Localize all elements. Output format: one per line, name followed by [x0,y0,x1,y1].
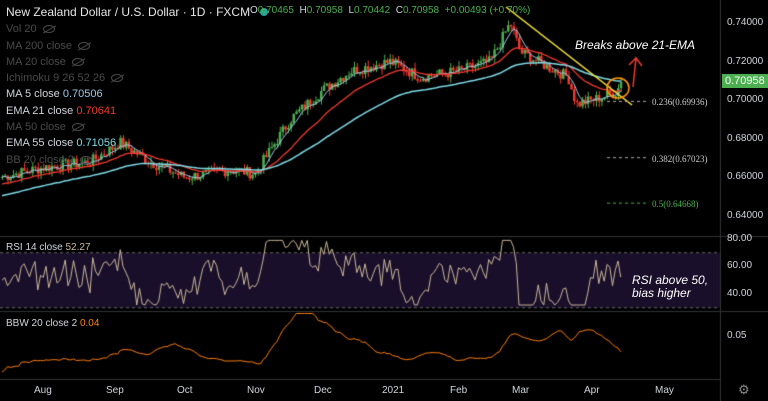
hidden-eye-icon[interactable] [79,155,92,164]
bbw-axis-005: 0.05 [727,330,747,341]
ohlc-L: L0.70442 [348,5,391,16]
ohlc-values: O0.70465 H0.70958 L0.70442 C0.70958 +0.0… [250,5,536,16]
indicator-bb-20-close-2[interactable]: BB 20 close 2 [6,152,274,168]
price-axis-label: 0.74000 [727,17,764,28]
time-axis-label: Sep [106,385,124,396]
rsi-legend: RSI 14 close 52.27 [6,242,91,253]
indicator-vol-20[interactable]: Vol 20 [6,21,274,37]
symbol-title: New Zealand Dollar / U.S. Dollar · 1D · … [6,5,251,19]
rsi-annotation-1: RSI above 50, [632,273,709,287]
ohlc-change: +0.00493 (+0.70%) [444,5,531,16]
bbw-legend: BBW 20 close 2 0.04 [6,318,100,329]
indicator-ma-50-close[interactable]: MA 50 close [6,119,274,135]
market-status-icon [260,8,269,16]
indicator-ma-20-close[interactable]: MA 20 close [6,54,274,70]
legend: New Zealand Dollar / U.S. Dollar · 1D · … [6,4,274,168]
hidden-eye-icon[interactable] [42,25,55,34]
time-axis-label: Mar [512,385,530,396]
price-axis-label: 0.64000 [727,210,764,221]
time-axis-label: 2021 [382,385,405,396]
rsi-axis-60: 60.00 [727,260,753,271]
hidden-eye-icon[interactable] [78,41,91,50]
time-axis-label: Dec [314,385,332,396]
ohlc-H: H0.70958 [299,5,343,16]
indicator-ma-5-close[interactable]: MA 5 close 0.70506 [6,88,103,101]
rsi-axis-40: 40.00 [727,288,753,299]
time-axis-label: Apr [584,385,600,396]
price-axis-label: 0.68000 [727,132,764,144]
hidden-eye-icon[interactable] [71,123,84,132]
hidden-eye-icon[interactable] [111,74,124,83]
time-axis-label: Nov [247,385,265,396]
hidden-eye-icon[interactable] [71,57,84,66]
ohlc-O: O0.70465 [250,5,294,16]
indicator-ema-21-close[interactable]: EMA 21 close 0.70641 [6,104,117,117]
time-axis-label: Feb [450,385,468,396]
ohlc-C: C0.70958 [395,5,440,16]
indicator-ma-200-close[interactable]: MA 200 close [6,38,274,54]
time-axis-label: Oct [177,385,193,396]
price-axis-label: 0.66000 [727,171,764,183]
price-axis-label: 0.70000 [727,94,764,106]
fib-0236-label: 0.236(0.69936) [652,97,708,107]
time-axis-label: Aug [34,385,52,396]
time-axis-label: May [655,385,674,396]
fib-0382-label: 0.382(0.67023) [652,154,708,164]
indicator-ema-55-close[interactable]: EMA 55 close 0.71056 [6,137,117,150]
breakout-annotation: Breaks above 21-EMA [575,38,696,52]
price-axis-label: 0.72000 [727,55,764,67]
fib-05-label: 0.5(0.64668) [652,199,699,209]
last-price-tag: 0.70958 [722,74,768,88]
rsi-annotation-2: bias higher [632,286,691,300]
indicator-ichimoku-9-26-52-26[interactable]: Ichimoku 9 26 52 26 [6,70,274,86]
rsi-axis-80: 80.00 [727,233,753,244]
settings-gear-icon[interactable]: ⚙ [738,382,750,397]
